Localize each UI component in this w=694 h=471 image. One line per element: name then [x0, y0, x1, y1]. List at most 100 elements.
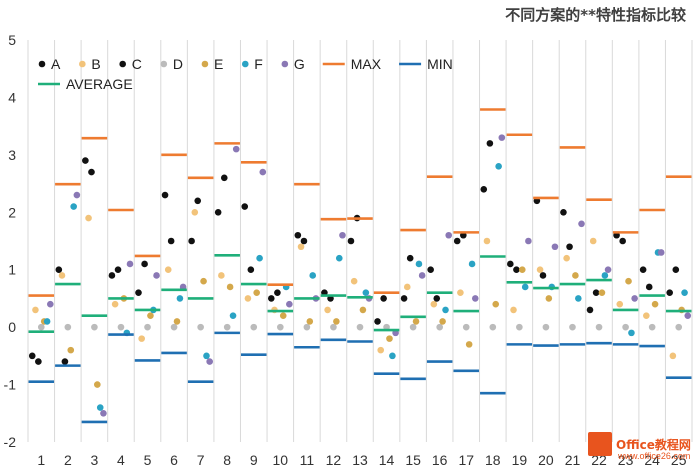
point-D-1: [37, 323, 45, 331]
point-E-18: [492, 300, 500, 308]
y-tick-label: 5: [8, 32, 16, 48]
point-C-2: [61, 358, 69, 365]
point-E-3: [94, 381, 101, 388]
point-A-16: [427, 266, 434, 274]
legend-label-B: B: [91, 56, 100, 72]
point-A-18: [480, 186, 488, 193]
point-B-6: [164, 266, 172, 274]
point-E-16: [439, 318, 446, 325]
y-tick-label: 2: [8, 204, 16, 220]
legend-marker-E: [201, 60, 209, 68]
point-D-9: [250, 323, 258, 331]
point-F-14: [389, 352, 396, 360]
point-G-4: [126, 260, 134, 268]
legend-marker-C: [119, 60, 126, 68]
x-tick-label: 23: [618, 452, 634, 468]
point-A-17: [453, 237, 461, 245]
point-E-11: [306, 318, 314, 325]
point-D-23: [622, 323, 629, 331]
x-tick-label: 7: [197, 452, 205, 468]
y-tick-label: 0: [8, 319, 16, 335]
point-E-23: [625, 277, 632, 285]
point-B-12: [324, 306, 331, 314]
point-C-3: [88, 168, 95, 176]
point-G-19: [525, 237, 532, 245]
office-logo-icon: [588, 432, 612, 456]
point-B-7: [191, 208, 199, 216]
point-B-22: [589, 237, 597, 245]
point-F-12: [335, 254, 343, 262]
legend-label-F: F: [254, 56, 263, 72]
x-tick-label: 21: [565, 452, 581, 468]
point-G-25: [684, 312, 692, 319]
point-B-24: [643, 312, 650, 319]
point-C-19: [513, 266, 520, 274]
point-E-12: [333, 318, 340, 325]
point-G-12: [339, 231, 346, 239]
point-C-4: [114, 266, 122, 274]
point-C-10: [274, 289, 281, 296]
point-D-24: [648, 323, 656, 331]
point-B-11: [297, 243, 305, 251]
point-G-22: [604, 266, 612, 274]
y-tick-label: 3: [8, 147, 16, 163]
point-D-13: [356, 323, 364, 331]
point-E-13: [359, 306, 367, 314]
point-E-20: [545, 295, 553, 302]
point-A-14: [374, 318, 381, 325]
point-B-18: [483, 237, 491, 245]
point-F-7: [203, 352, 210, 360]
point-A-25: [666, 289, 673, 296]
point-C-5: [141, 260, 148, 268]
point-G-2: [73, 191, 81, 199]
legend-label-AVERAGE: AVERAGE: [66, 76, 133, 92]
point-A-22: [586, 306, 594, 314]
point-C-16: [433, 295, 441, 302]
point-G-3: [100, 409, 107, 417]
point-F-2: [70, 203, 77, 210]
point-G-1: [47, 300, 54, 308]
point-A-8: [214, 208, 222, 216]
point-G-21: [578, 220, 585, 228]
point-B-15: [403, 283, 411, 291]
y-tick-label: 1: [8, 262, 16, 278]
x-tick-label: 24: [644, 452, 660, 468]
x-tick-label: 9: [250, 452, 258, 468]
x-axis: 1 2 3 4 5 6 7 8 9 10 11 12 13 14 15 16 17 18 19 20 21 22 23 24 2…: [37, 452, 686, 468]
legend-label-D: D: [173, 56, 183, 72]
point-C-21: [566, 243, 573, 251]
legend-marker-B: [79, 60, 86, 68]
point-A-1: [28, 352, 36, 360]
point-D-6: [170, 323, 178, 331]
point-G-16: [445, 231, 453, 239]
point-D-17: [462, 323, 470, 331]
point-B-8: [218, 272, 225, 279]
point-C-22: [592, 289, 600, 296]
point-C-15: [406, 254, 414, 262]
watermark-brand: Office教程网: [616, 438, 691, 452]
point-F-18: [495, 163, 502, 170]
point-C-9: [247, 266, 255, 274]
y-tick-label: -2: [4, 434, 17, 450]
point-B-1: [32, 306, 39, 314]
y-tick-label: -1: [4, 377, 17, 393]
point-B-14: [377, 346, 385, 354]
point-B-2: [58, 272, 66, 279]
point-C-23: [619, 237, 626, 245]
point-F-9: [256, 254, 263, 262]
legend-marker-G: [281, 60, 289, 68]
legend-label-A: A: [51, 56, 61, 72]
point-A-19: [507, 260, 514, 268]
x-tick-label: 13: [352, 452, 368, 468]
x-tick-label: 22: [591, 452, 607, 468]
point-C-11: [300, 237, 308, 245]
point-E-17: [465, 341, 473, 348]
point-A-11: [294, 231, 302, 239]
point-C-6: [167, 237, 175, 245]
point-D-12: [330, 323, 337, 331]
chart-title: 不同方案的**特性指标比较: [505, 6, 686, 24]
point-A-2: [55, 266, 63, 274]
point-A-7: [188, 237, 195, 245]
point-F-13: [362, 289, 370, 296]
